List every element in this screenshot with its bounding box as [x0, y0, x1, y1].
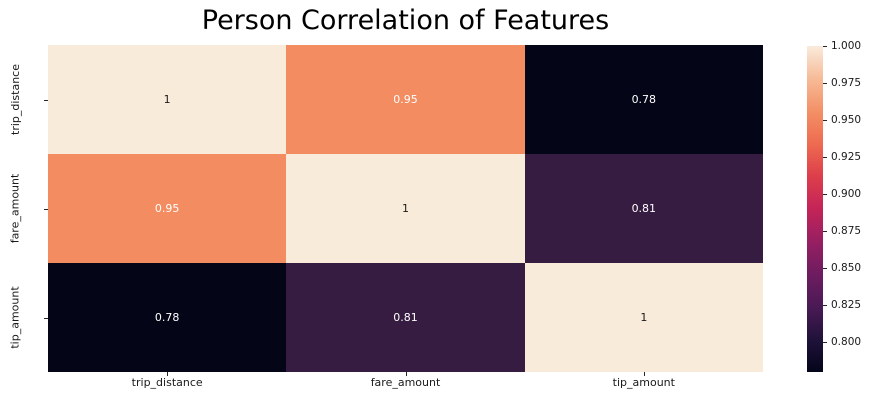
colorbar-tick-mark: [823, 83, 827, 85]
colorbar-tick-mark: [823, 194, 827, 196]
y-tick-mark: [44, 208, 48, 210]
y-tick-mark: [44, 99, 48, 101]
heatmap-cell-tip_amount-trip_distance: 0.78: [48, 263, 287, 372]
heatmap-cell-trip_distance-fare_amount: 0.95: [286, 45, 525, 154]
colorbar-tick-label: 0.900: [831, 187, 862, 200]
x-tick-mark: [167, 372, 169, 376]
heatmap-cell-trip_distance-trip_distance: 1: [48, 45, 287, 154]
heatmap-cell-fare_amount-tip_amount: 0.81: [524, 154, 763, 263]
x-tick-label-trip_distance: trip_distance: [131, 376, 203, 389]
heatmap-cell-fare_amount-fare_amount: 1: [286, 154, 525, 263]
y-tick-label-text: tip_amount: [8, 286, 22, 349]
colorbar-tick-mark: [823, 231, 827, 233]
colorbar-tick-mark: [823, 46, 827, 47]
x-tick-label-tip_amount: tip_amount: [612, 376, 675, 389]
colorbar-tick-mark: [823, 120, 827, 122]
colorbar-tick-label: 0.850: [831, 261, 862, 274]
heatmap: 1 0.95 0.78 0.95 1 0.81 0.78 0.81 1: [48, 45, 763, 372]
colorbar-tick-mark: [823, 342, 827, 344]
colorbar-tick-label: 0.925: [831, 150, 862, 163]
heatmap-cell-trip_distance-tip_amount: 0.78: [524, 45, 763, 154]
x-tick-mark: [643, 372, 645, 376]
x-tick-label-fare_amount: fare_amount: [370, 376, 441, 389]
y-tick-label-text: trip_distance: [8, 64, 22, 135]
heatmap-cell-fare_amount-trip_distance: 0.95: [48, 154, 287, 263]
y-tick-label-trip_distance: trip_distance: [2, 45, 28, 154]
colorbar-tick-label: 0.800: [831, 335, 862, 348]
y-tick-mark: [44, 317, 48, 319]
chart-title: Person Correlation of Features: [201, 5, 610, 36]
y-tick-label-tip_amount: tip_amount: [2, 263, 28, 372]
colorbar-tick-label: 1.000: [831, 39, 862, 52]
y-tick-label-fare_amount: fare_amount: [2, 154, 28, 263]
colorbar-tick-mark: [823, 268, 827, 270]
colorbar-tick-mark: [823, 305, 827, 307]
y-tick-label-text: fare_amount: [8, 173, 22, 244]
colorbar: [807, 46, 823, 372]
colorbar-tick-label: 0.825: [831, 298, 862, 311]
colorbar-tick-mark: [823, 157, 827, 159]
colorbar-tick-label: 0.875: [831, 224, 862, 237]
colorbar-tick-label: 0.975: [831, 76, 862, 89]
heatmap-cell-tip_amount-tip_amount: 1: [524, 263, 763, 372]
heatmap-cell-tip_amount-fare_amount: 0.81: [286, 263, 525, 372]
colorbar-tick-label: 0.950: [831, 113, 862, 126]
x-tick-mark: [405, 372, 407, 376]
